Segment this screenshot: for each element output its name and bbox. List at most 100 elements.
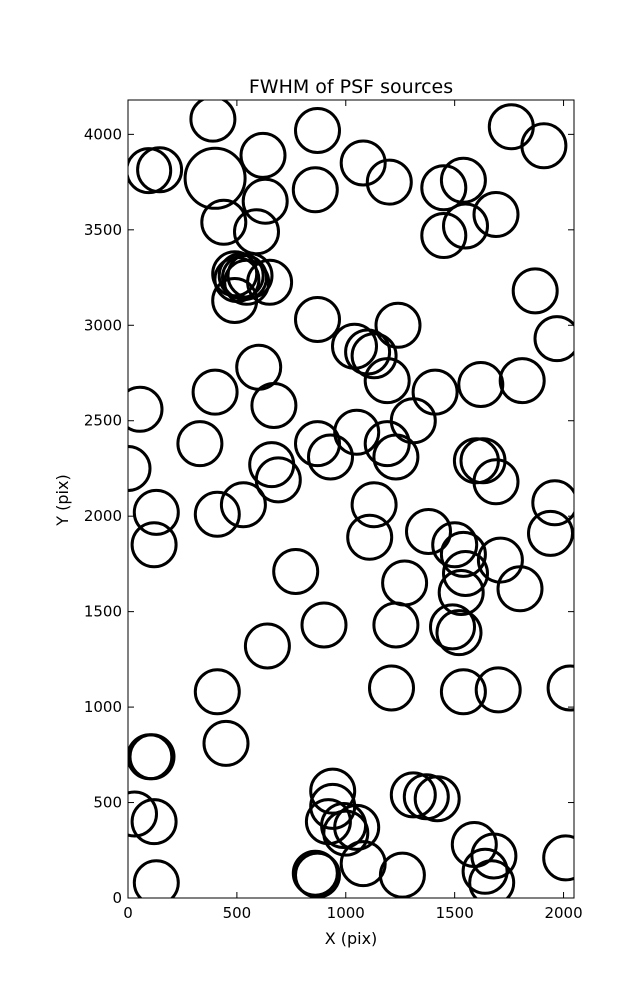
psf-source-marker bbox=[189, 100, 237, 143]
plot-area bbox=[128, 100, 574, 898]
y-tick-label: 4000 bbox=[84, 125, 122, 143]
psf-source-marker bbox=[442, 550, 489, 597]
psf-source-marker bbox=[411, 368, 459, 416]
psf-source-marker bbox=[128, 147, 173, 195]
y-tick-label: 3000 bbox=[84, 316, 122, 334]
psf-source-marker bbox=[233, 208, 280, 256]
psf-source-marker bbox=[439, 668, 487, 716]
psf-source-marker bbox=[346, 513, 394, 561]
psf-source-marker bbox=[322, 809, 370, 857]
x-tick-label: 1000 bbox=[327, 904, 365, 922]
psf-source-marker bbox=[420, 164, 468, 212]
psf-source-marker bbox=[250, 382, 298, 429]
psf-source-marker bbox=[439, 156, 487, 204]
psf-source-marker bbox=[339, 139, 387, 187]
psf-source-marker bbox=[309, 767, 357, 815]
psf-source-marker bbox=[217, 252, 265, 300]
psf-source-marker bbox=[468, 859, 516, 898]
psf-source-marker bbox=[405, 508, 452, 555]
psf-source-marker bbox=[372, 601, 420, 649]
psf-source-marker bbox=[439, 530, 487, 578]
psf-source-marker bbox=[350, 481, 398, 529]
psf-source-marker bbox=[461, 847, 509, 895]
x-tick-label: 500 bbox=[223, 904, 252, 922]
psf-source-marker bbox=[211, 277, 259, 324]
psf-source-marker bbox=[132, 859, 180, 898]
psf-source-marker bbox=[193, 490, 241, 538]
psf-source-marker bbox=[378, 851, 426, 898]
psf-source-marker bbox=[193, 668, 241, 716]
psf-source-marker bbox=[437, 569, 485, 616]
highlighted-source-marker bbox=[183, 146, 247, 210]
psf-source-marker bbox=[442, 202, 489, 250]
psf-source-marker bbox=[294, 296, 341, 343]
y-tick-label: 1500 bbox=[84, 603, 122, 621]
psf-source-marker bbox=[429, 603, 476, 651]
psf-source-marker bbox=[254, 456, 302, 504]
psf-source-marker bbox=[128, 385, 164, 433]
psf-source-marker bbox=[272, 548, 320, 595]
psf-source-marker bbox=[457, 361, 505, 408]
psf-source-marker bbox=[431, 521, 479, 569]
psf-source-marker bbox=[546, 664, 574, 712]
x-tick-label: 1500 bbox=[436, 904, 474, 922]
psf-source-marker bbox=[191, 368, 239, 416]
psf-source-marker bbox=[527, 509, 574, 557]
axis-ticks: 0 500 1000 1500 2000 0 500 1000 1500 2000 2500 3000… bbox=[84, 100, 583, 922]
psf-source-marker bbox=[202, 719, 250, 767]
chart-title: FWHM of PSF sources bbox=[249, 76, 453, 98]
psf-source-marker bbox=[333, 803, 381, 851]
psf-source-marker bbox=[200, 198, 248, 246]
psf-source-marker bbox=[239, 131, 287, 179]
psf-source-marker bbox=[241, 177, 289, 225]
psf-source-marker bbox=[333, 408, 381, 456]
psf-source-marker bbox=[176, 420, 224, 468]
psf-source-marker bbox=[413, 775, 461, 823]
psf-source-marker bbox=[496, 565, 544, 613]
psf-source-marker bbox=[511, 267, 559, 315]
psf-source-marker bbox=[498, 357, 546, 405]
psf-source-marker bbox=[381, 559, 429, 607]
psf-source-marker bbox=[132, 488, 180, 536]
psf-source-marker bbox=[243, 622, 291, 670]
psf-source-marker bbox=[472, 458, 520, 506]
psf-source-marker bbox=[136, 146, 184, 194]
psf-source-marker bbox=[363, 357, 411, 405]
psf-source-marker bbox=[435, 609, 483, 657]
y-tick-label: 2000 bbox=[84, 507, 122, 525]
y-axis-label: Y (pix) bbox=[53, 474, 72, 526]
y-tick-label: 1000 bbox=[84, 698, 122, 716]
y-tick-label: 500 bbox=[93, 794, 122, 812]
psf-source-marker bbox=[291, 166, 339, 214]
psf-source-marker bbox=[365, 158, 413, 206]
psf-source-marker bbox=[130, 798, 178, 846]
psf-source-marker bbox=[350, 332, 398, 380]
psf-source-marker bbox=[128, 733, 176, 781]
psf-source-marker bbox=[300, 601, 348, 649]
psf-source-marker bbox=[520, 122, 568, 170]
y-tick-label: 0 bbox=[112, 889, 122, 907]
psf-source-marker bbox=[487, 103, 535, 151]
psf-source-marker bbox=[542, 834, 574, 882]
psf-source-marker bbox=[128, 445, 152, 492]
psf-source-marker bbox=[374, 301, 422, 349]
psf-source-marker bbox=[470, 832, 518, 880]
psf-source-marker bbox=[363, 420, 411, 468]
psf-source-marker bbox=[533, 315, 574, 363]
psf-source-marker bbox=[294, 851, 341, 898]
x-tick-label: 2000 bbox=[544, 904, 582, 922]
psf-source-marker bbox=[294, 420, 341, 468]
psf-source-marker bbox=[219, 481, 267, 529]
y-tick-label: 2500 bbox=[84, 412, 122, 430]
psf-source-marker bbox=[472, 191, 520, 238]
psf-source-marker bbox=[372, 433, 420, 481]
psf-source-marker bbox=[389, 771, 437, 819]
psf-source-marker bbox=[130, 521, 178, 569]
x-tick-label: 0 bbox=[123, 904, 133, 922]
psf-source-marker bbox=[420, 212, 468, 259]
psf-source-marker bbox=[531, 479, 574, 527]
psf-source-marker bbox=[291, 849, 339, 897]
psf-source-marker bbox=[307, 433, 354, 481]
plot-frame bbox=[127, 99, 575, 899]
